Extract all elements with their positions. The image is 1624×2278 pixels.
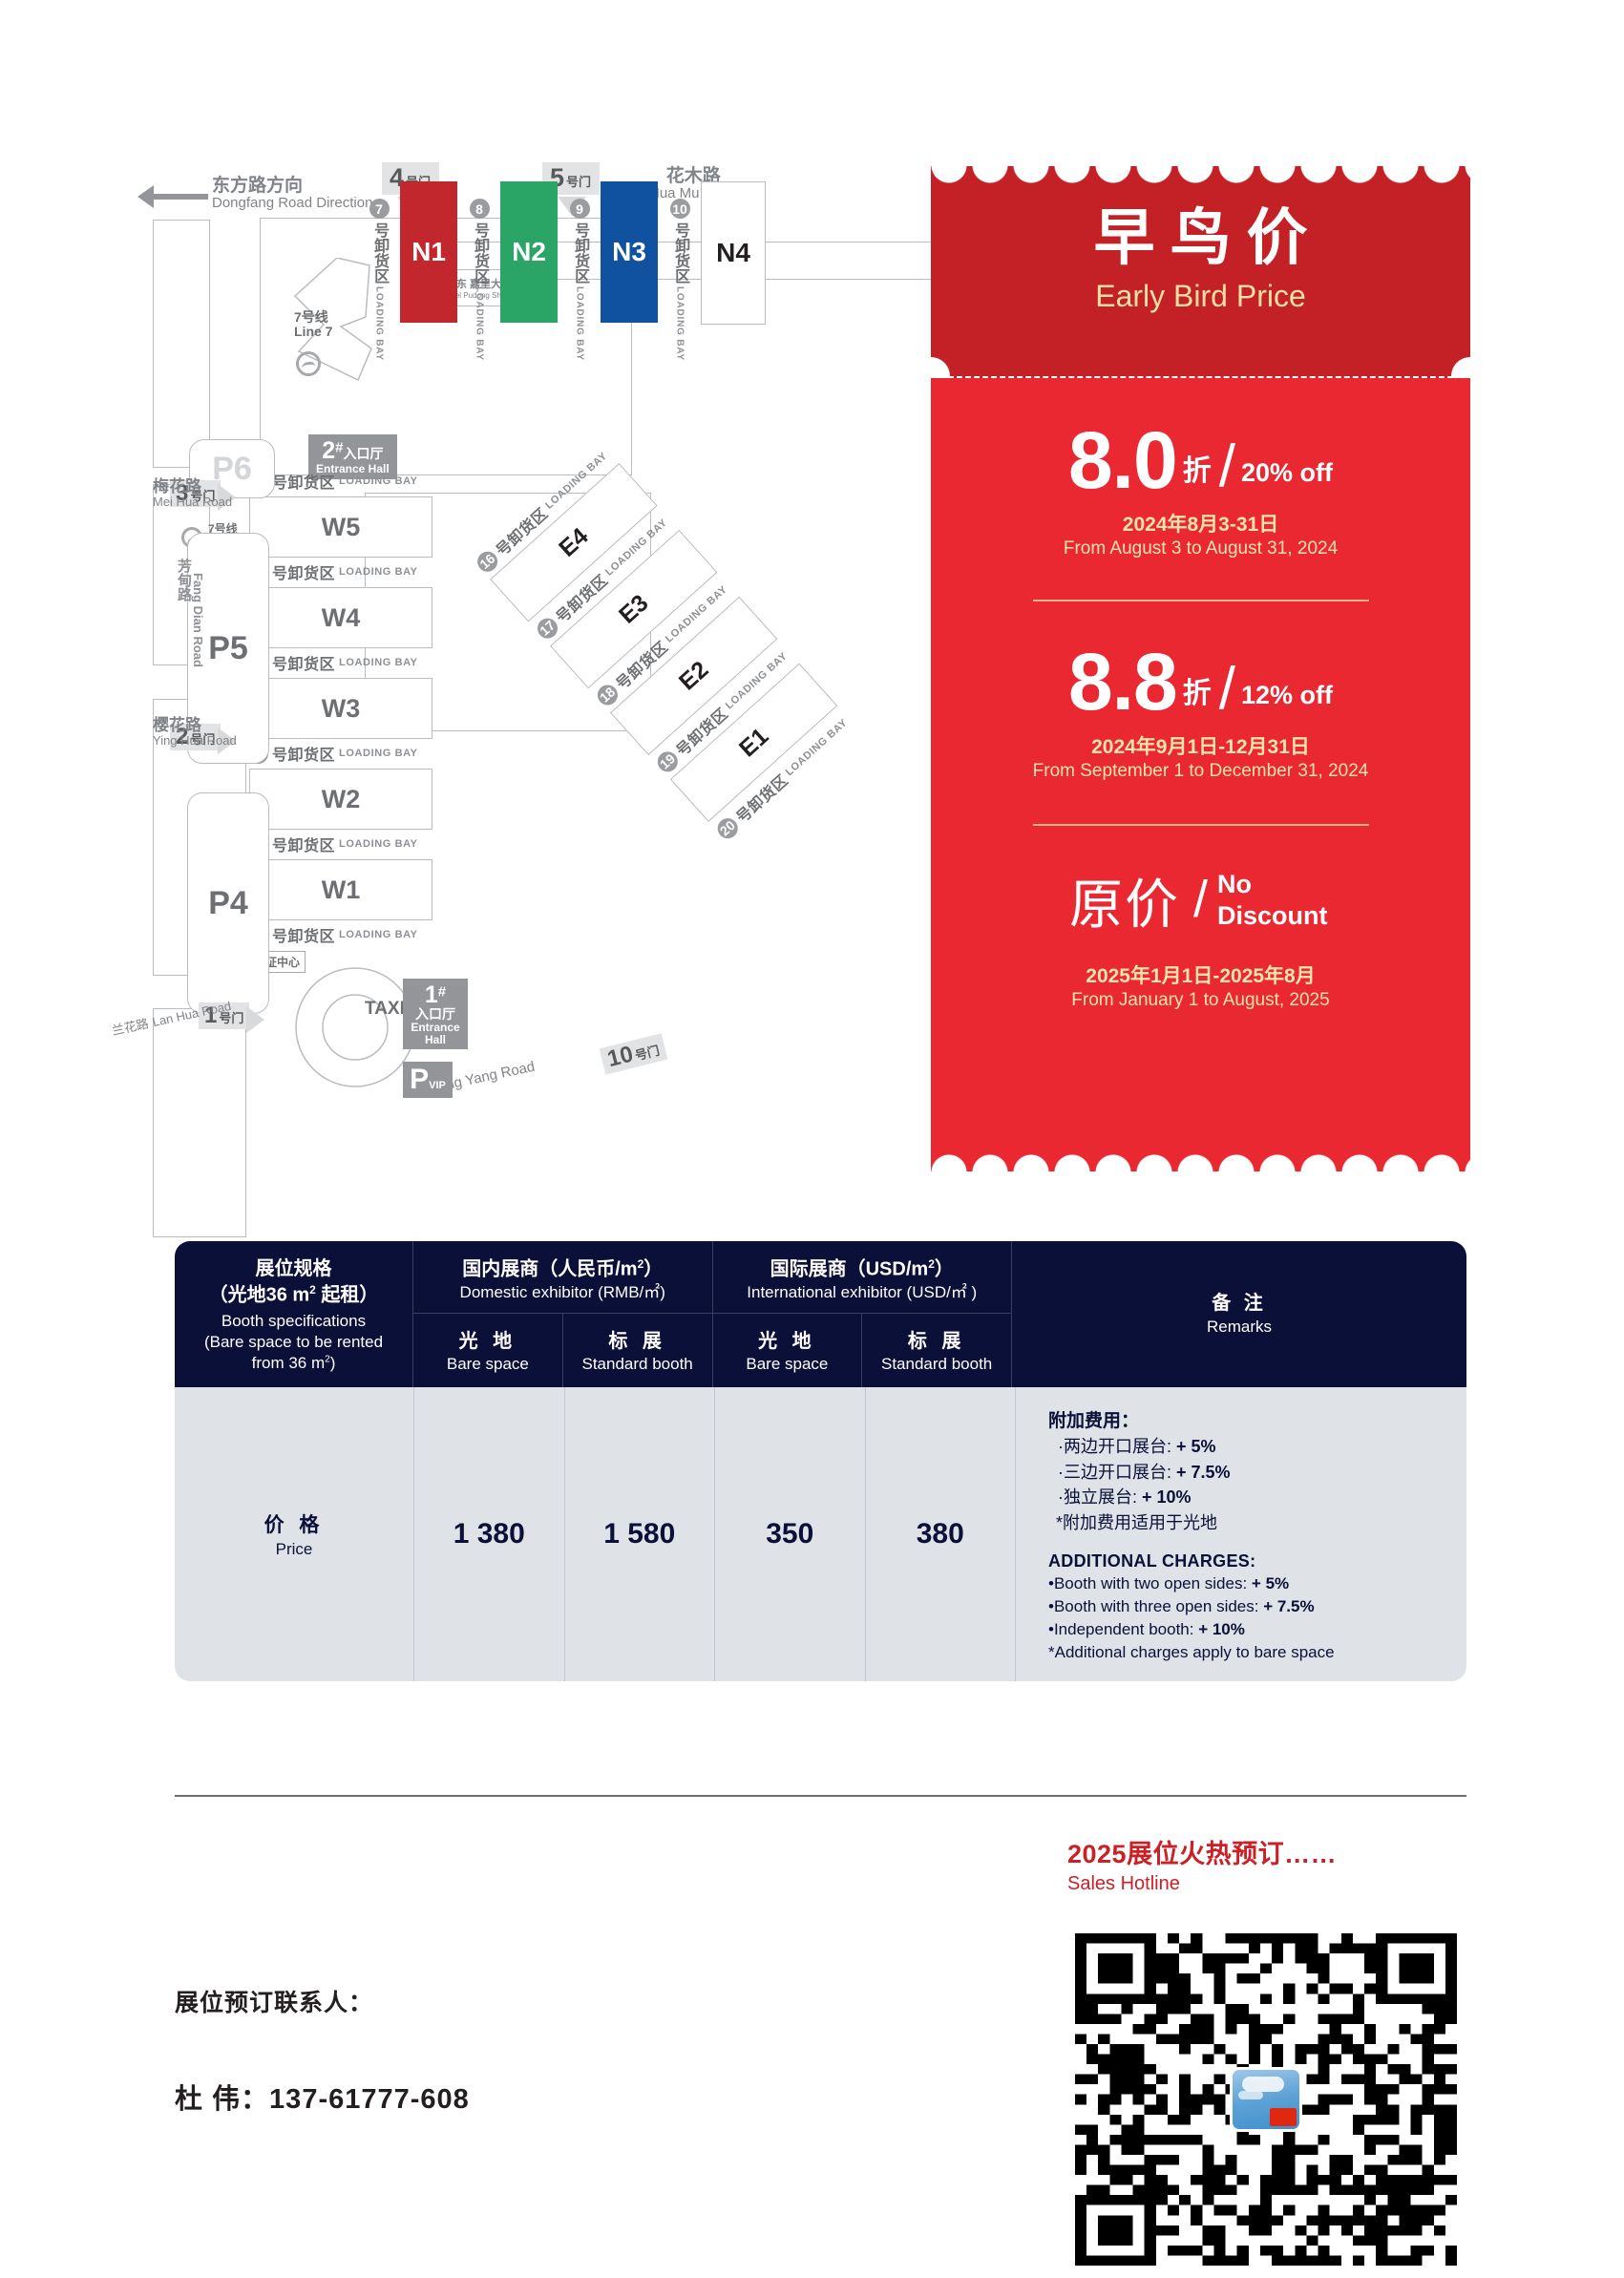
remark-en-item-3: •Independent booth: + 10%	[1048, 1619, 1245, 1638]
map-block-west-3	[153, 1008, 246, 1237]
remark-en-item-2: •Booth with three open sides: + 7.5%	[1048, 1596, 1315, 1615]
coupon-title-cn: 早鸟价	[1093, 203, 1323, 272]
remark-cn-item-3: ·独立展台: + 10%	[1058, 1487, 1192, 1508]
hotline-label: Sales Hotline	[1067, 1873, 1180, 1894]
header-spec-line2: （光地36 m2 起租）	[208, 1282, 379, 1306]
header-subcol-domestic-standard: 标 展 Standard booth	[563, 1314, 713, 1388]
loading-bay-9: 9 号卸货区 LOADING BAY	[565, 199, 594, 361]
gate-10[interactable]: 10 号门	[599, 1033, 668, 1075]
remark-cn-item-1: ·两边开口展台: + 5%	[1058, 1437, 1216, 1457]
price-domestic-standard: 1 580	[565, 1387, 715, 1682]
loading-bay-10: 10 号卸货区 LOADING BAY	[665, 199, 694, 361]
pricing-table: 展位规格 （光地36 m2 起租） Booth specifications (…	[175, 1241, 1466, 1682]
coupon-body: 8.0 折 / 20% off 2024年8月3-31日 From August…	[931, 378, 1470, 1172]
entrance-hall-1[interactable]: 1# 入口厅 Entrance Hall	[403, 979, 468, 1050]
price-international-standard: 380	[866, 1387, 1016, 1682]
hall-w2[interactable]: W2	[249, 769, 432, 830]
coupon-header: 早鸟价 Early Bird Price	[931, 165, 1470, 378]
parking-p4: P4	[187, 792, 269, 1014]
price-international-bare: 350	[715, 1387, 866, 1682]
gate-2[interactable]: 2 号门	[170, 724, 221, 750]
table-header: 展位规格 （光地36 m2 起租） Booth specifications (…	[175, 1241, 1466, 1388]
metro-icon	[296, 351, 321, 376]
hall-n3[interactable]: N3	[601, 181, 658, 323]
remark-en-item-1: •Booth with two open sides: + 5%	[1048, 1573, 1290, 1592]
hall-n1[interactable]: N1	[400, 181, 457, 323]
contact-person: 杜 伟：137-61777-608	[175, 2084, 470, 2115]
contact-label: 展位预订联系人：	[175, 1990, 374, 2016]
header-booth-specifications: 展位规格 （光地36 m2 起租） Booth specifications (…	[175, 1241, 413, 1388]
hotel-building-shape	[293, 258, 372, 382]
header-subcol-international-standard: 标 展 Standard booth	[880, 1331, 993, 1374]
vip-parking: P VIP	[403, 1062, 453, 1098]
road-fang-dian-cn: 芳甸路	[176, 559, 192, 601]
loading-bay-7: 7 号卸货区 LOADING BAY	[365, 199, 393, 361]
hall-w4[interactable]: W4	[249, 587, 432, 648]
header-group-row: 国内展商（人民币/m2） Domestic exhibitor (RMB/㎡) …	[413, 1241, 1011, 1315]
divider-2	[1032, 823, 1369, 826]
gate-1[interactable]: 1 号门	[199, 1002, 250, 1029]
gate-1-arrow-icon	[246, 1006, 264, 1033]
loading-bay-8: 8 号卸货区 LOADING BAY	[465, 199, 494, 361]
footer-divider	[175, 1795, 1466, 1797]
road-ying-hua: 樱花路 Ying Hua Road	[153, 716, 237, 749]
loading-bay-4: 4 号卸货区 LOADING BAY	[248, 651, 418, 674]
header-spec-en-line3: from 36 m2)	[251, 1353, 336, 1372]
gate-3[interactable]: 3 号门	[170, 480, 221, 507]
loading-bay-5: 5 号卸货区 LOADING BAY	[248, 560, 418, 583]
hall-w1[interactable]: W1	[249, 859, 432, 920]
scallop-top-edge	[931, 165, 1470, 186]
loading-bay-2: 2 号卸货区 LOADING BAY	[248, 833, 418, 855]
hall-n4[interactable]: N4	[701, 181, 766, 325]
remark-cn-item-2: ·三边开口展台: + 7.5%	[1058, 1462, 1231, 1482]
qr-code[interactable]	[1075, 1933, 1457, 2266]
coupon-tier-3: 原价 / No Discount 2025年1月1日-2025年8月 From …	[931, 826, 1470, 1011]
perforation-line	[931, 376, 1470, 379]
road-fang-dian-en: Fang Dian Road	[191, 573, 205, 667]
hall-w3[interactable]: W3	[249, 678, 432, 739]
scallop-bottom-edge	[931, 1151, 1470, 1172]
taxi-label: TAXI	[365, 999, 405, 1019]
no-discount-label: No Discount	[1217, 870, 1328, 931]
hall-w5[interactable]: W5	[249, 496, 432, 558]
coupon-title-en: Early Bird Price	[1095, 279, 1306, 313]
header-subcol-domestic-bare: 光 地 Bare space	[413, 1314, 563, 1388]
remark-cn-note: *附加费用适用于光地	[1056, 1513, 1218, 1533]
entrance-hall-2[interactable]: 2#入口厅 Entrance Hall	[308, 434, 397, 479]
direction-arrow-icon	[137, 185, 208, 208]
price-domestic-bare: 1 380	[414, 1387, 565, 1682]
divider-1	[1032, 600, 1369, 602]
row-label-price: 价 格 Price	[175, 1387, 414, 1682]
sales-hotline-block: 2025展位火热预订…… Sales Hotline	[1067, 1833, 1337, 1895]
early-bird-coupon: 早鸟价 Early Bird Price 8.0 折 / 20% off 202…	[912, 165, 1489, 1172]
hall-n2[interactable]: N2	[500, 181, 558, 323]
coupon-tier-1: 8.0 折 / 20% off 2024年8月3-31日 From August…	[1063, 415, 1339, 559]
loading-bay-1: 1 号卸货区 LOADING BAY	[248, 923, 418, 946]
header-international: 国际展商（USD/m2） International exhibitor (US…	[747, 1257, 978, 1302]
header-domestic: 国内展商（人民币/m2） Domestic exhibitor (RMB/㎡)	[413, 1241, 713, 1314]
road-mei-hua: 梅花路 Mei Hua Road	[153, 477, 233, 510]
remarks-cell: 附加费用： ·两边开口展台: + 5% ·三边开口展台: + 7.5% ·独立展…	[1016, 1387, 1466, 1681]
loading-bay-3: 3 号卸货区 LOADING BAY	[248, 742, 418, 765]
metro-label: 7号线 Line 7	[294, 309, 333, 340]
header-subcolumn-row: 光 地 Bare space 标 展 Standard booth 光 地 Ba…	[413, 1314, 1011, 1388]
hotline-headline: 2025展位火热预订……	[1067, 1840, 1338, 1868]
gate-2-arrow-icon	[218, 728, 236, 754]
table-row: 价 格 Price 1 380 1 580 350 380 附加费用： ·两边开…	[175, 1387, 1466, 1682]
venue-map: 东方路方向 Dongfang Road Direction 上海浦东 嘉里大酒店…	[111, 162, 1489, 1237]
header-remarks: 备 注 Remarks	[1011, 1241, 1466, 1388]
map-block-nw	[153, 220, 210, 468]
coupon-tier-2: 8.8 折 / 12% off 2024年9月1日-12月31日 From Se…	[1032, 637, 1369, 781]
header-price-groups: 国内展商（人民币/m2） Domestic exhibitor (RMB/㎡) …	[413, 1241, 1011, 1388]
header-subcol-international-bare: 光 地 Bare space	[713, 1314, 863, 1388]
direction-label: 东方路方向 Dongfang Road Direction	[212, 176, 373, 212]
remark-en-note: *Additional charges apply to bare space	[1048, 1643, 1335, 1662]
gate-3-arrow-icon	[218, 484, 236, 511]
qr-center-logo-icon	[1230, 2067, 1302, 2132]
